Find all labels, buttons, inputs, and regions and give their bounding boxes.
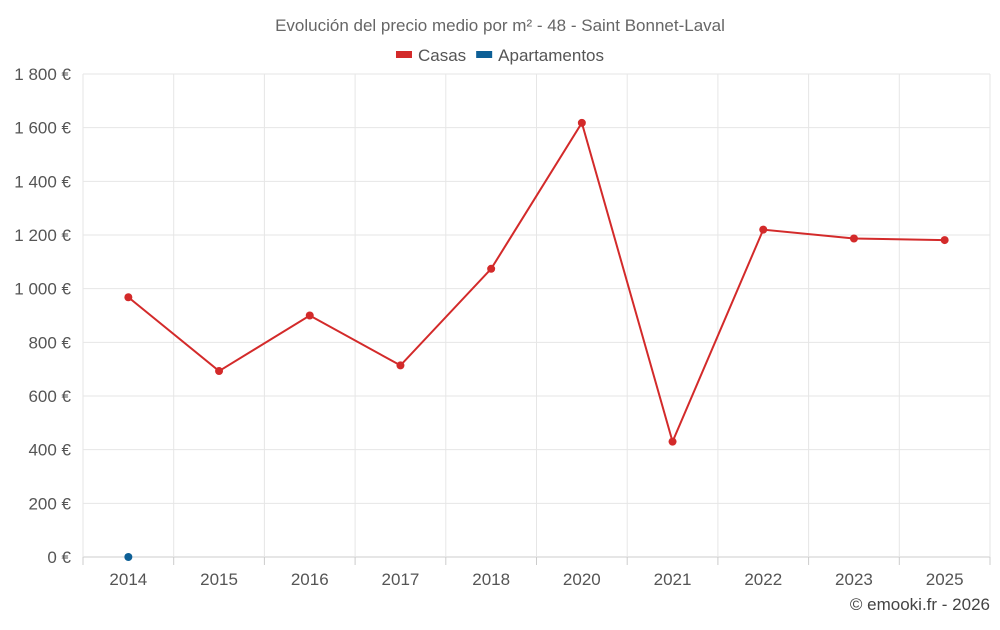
data-point[interactable] <box>396 361 405 370</box>
y-tick-label: 1 800 € <box>14 65 71 84</box>
legend-item[interactable]: Apartamentos <box>476 46 604 65</box>
y-tick-label: 1 600 € <box>14 119 71 138</box>
data-point[interactable] <box>940 236 949 245</box>
series-apartamentos <box>124 553 133 561</box>
legend-swatch <box>476 51 493 58</box>
y-tick-label: 1 400 € <box>14 172 71 191</box>
x-tick-label: 2016 <box>291 570 329 589</box>
grid <box>82 73 991 558</box>
credit-text: © emooki.fr - 2026 <box>850 595 990 614</box>
series-line <box>127 120 945 445</box>
chart-title: Evolución del precio medio por m² - 48 -… <box>275 16 725 35</box>
data-point[interactable] <box>215 367 224 376</box>
x-tick-label: 2022 <box>744 570 782 589</box>
data-point[interactable] <box>124 293 133 302</box>
series-casas <box>124 118 949 446</box>
x-tick-label: 2015 <box>200 570 238 589</box>
x-axis: 2014 2015 2016 2017 2018 2020 2021 2022 2023 2025 <box>82 557 991 589</box>
legend: Casas Apartamentos <box>395 46 604 65</box>
x-tick-label: 2025 <box>926 570 964 589</box>
data-point[interactable] <box>577 118 586 127</box>
y-tick-label: 0 € <box>47 548 71 567</box>
y-tick-label: 1 000 € <box>14 280 71 299</box>
data-point[interactable] <box>849 234 858 243</box>
series <box>124 118 949 561</box>
x-tick-label: 2020 <box>563 570 601 589</box>
y-axis: 0 € 200 € 400 € 600 € 800 € 1 000 € 1 200 € 1 4… <box>14 65 71 567</box>
data-point[interactable] <box>759 225 768 234</box>
x-tick-label: 2017 <box>382 570 420 589</box>
legend-item[interactable]: Casas <box>395 46 466 65</box>
data-point[interactable] <box>124 553 133 561</box>
y-tick-label: 1 200 € <box>14 226 71 245</box>
x-tick-label: 2018 <box>472 570 510 589</box>
y-tick-label: 400 € <box>28 441 71 460</box>
legend-swatch <box>395 51 412 58</box>
y-tick-label: 200 € <box>28 494 71 513</box>
x-tick-label: 2014 <box>109 570 147 589</box>
legend-label: Casas <box>418 46 466 65</box>
data-point[interactable] <box>305 311 314 320</box>
data-point[interactable] <box>668 437 677 446</box>
y-tick-label: 800 € <box>28 333 71 352</box>
data-point[interactable] <box>487 264 496 273</box>
x-tick-label: 2021 <box>654 570 692 589</box>
y-tick-label: 600 € <box>28 387 71 406</box>
legend-label: Apartamentos <box>498 46 604 65</box>
x-tick-label: 2023 <box>835 570 873 589</box>
